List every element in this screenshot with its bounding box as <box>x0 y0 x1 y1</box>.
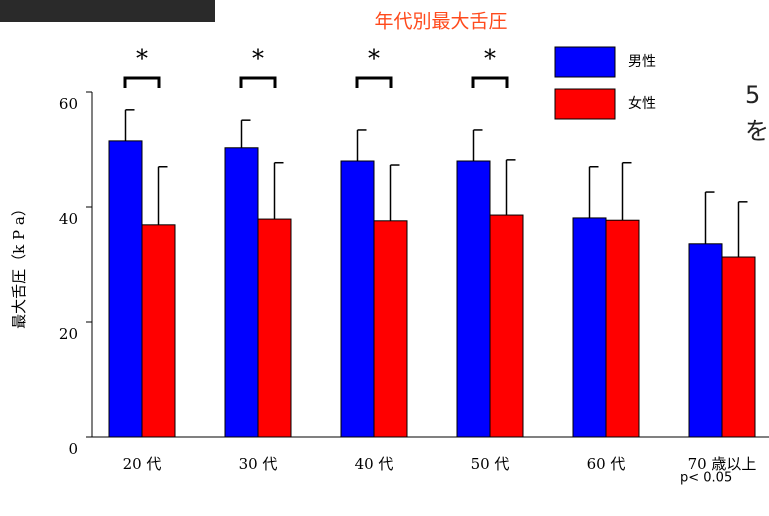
legend-label: 女性 <box>628 95 656 112</box>
bar <box>373 220 408 438</box>
bar <box>605 219 640 438</box>
significance-bracket <box>123 76 161 88</box>
bar <box>340 160 375 438</box>
side-text: 5 <box>745 81 760 109</box>
bar <box>257 218 292 438</box>
bar <box>456 160 491 438</box>
bar <box>489 214 524 438</box>
significance-mark: * <box>136 45 148 73</box>
bar <box>224 147 259 438</box>
legend-label: 男性 <box>628 54 656 70</box>
y-tick-label: 60 <box>59 95 78 113</box>
y-tick-label: 40 <box>59 210 78 228</box>
y-tick-label: 20 <box>59 325 78 343</box>
x-tick-label: 40 代 <box>355 455 394 473</box>
significance-bracket <box>239 76 277 88</box>
y-axis-label: 最大舌圧（k P a） <box>10 201 28 329</box>
x-tick-label: 70 歳以上 <box>688 455 757 473</box>
x-tick-label: 50 代 <box>471 455 510 473</box>
x-tick-label: 60 代 <box>587 455 626 473</box>
bar <box>688 243 723 438</box>
x-tick-label: 30 代 <box>239 455 278 473</box>
side-text: を <box>745 117 769 145</box>
y-tick-label: 0 <box>68 440 78 458</box>
x-tick-label: 20 代 <box>123 455 162 473</box>
bar <box>572 217 607 438</box>
significance-mark: * <box>252 45 264 73</box>
footnote: p< 0.05 <box>680 471 732 486</box>
significance-bracket <box>471 76 509 88</box>
photo-fragment <box>0 0 215 22</box>
bar <box>141 224 176 438</box>
chart-title: 年代別最大舌圧 <box>374 11 507 33</box>
significance-mark: * <box>484 45 496 73</box>
bar <box>721 256 756 438</box>
legend-swatch <box>554 46 616 78</box>
legend-swatch <box>554 88 616 120</box>
bar <box>108 140 143 438</box>
significance-mark: * <box>368 45 380 73</box>
significance-bracket <box>355 76 393 88</box>
